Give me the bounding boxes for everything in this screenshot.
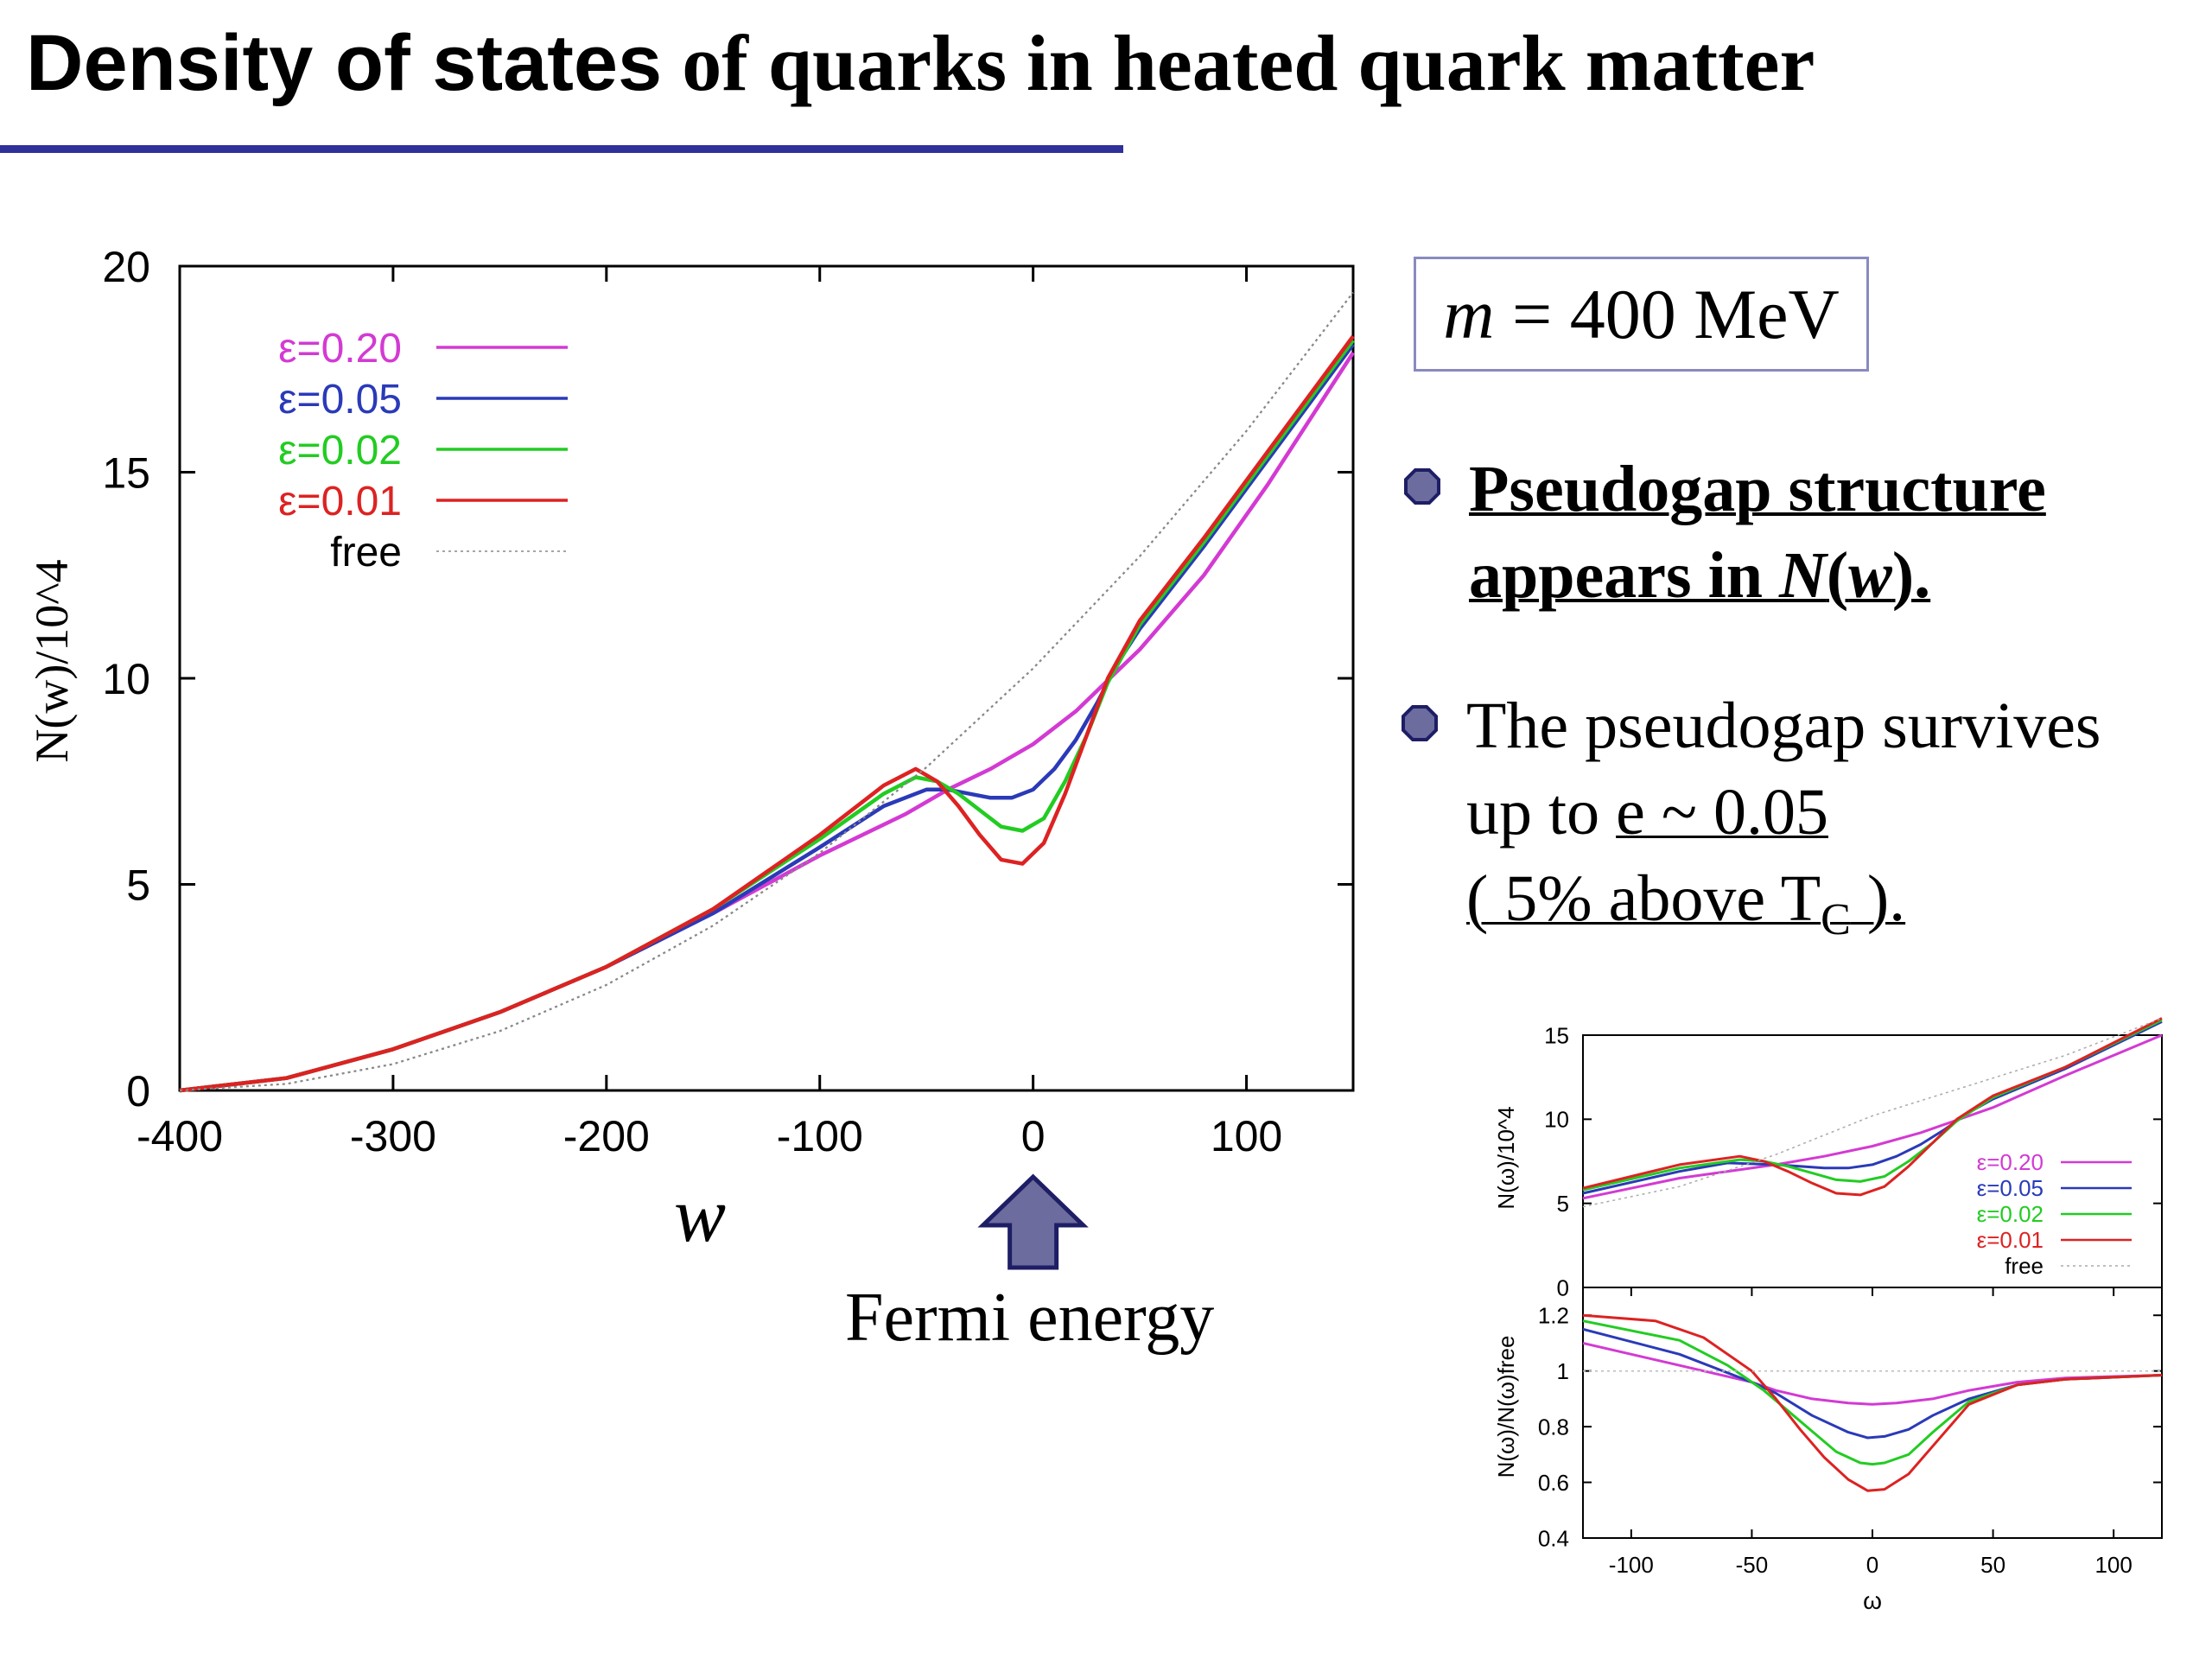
bullet2-line3-sub: C <box>1821 895 1851 945</box>
bullet2-line3-b: ). <box>1850 862 1906 935</box>
inset-bottom-y-tick-label: 0.4 <box>1538 1525 1569 1551</box>
inset-top-legend-label: ε=0.20 <box>1977 1149 2044 1175</box>
main-y-axis-label: N(w)/10^4 <box>26 559 78 762</box>
bullet1-N-symbol: N <box>1778 539 1827 612</box>
inset-top-y-tick-label: 15 <box>1544 1022 1569 1048</box>
slide-title: Density of states of quarks in heated qu… <box>26 17 1815 109</box>
bullet2-line2: up to e ~ 0.05 <box>1466 769 2101 855</box>
main-x-tick-label: -400 <box>137 1112 223 1160</box>
main-y-tick-label: 15 <box>102 449 150 498</box>
bullet1-paren-open: ( <box>1826 539 1849 612</box>
main-legend-label: ε=0.20 <box>278 326 402 372</box>
bullet1-line2: appears in N(w). <box>1469 532 2046 619</box>
inset-top-y-tick-label: 10 <box>1544 1107 1569 1133</box>
bullet1-line2-pre: appears in <box>1469 539 1779 612</box>
title-serif-part: of quarks in heated quark matter <box>662 19 1815 107</box>
main-x-tick-label: -300 <box>350 1112 436 1160</box>
inset-top-legend-label: ε=0.02 <box>1977 1201 2044 1227</box>
main-legend-label: ε=0.05 <box>278 377 402 423</box>
inset-top-series-line <box>1582 1017 2163 1197</box>
inset-x-axis-label: ω <box>1863 1587 1882 1614</box>
inset-top-series-line <box>1582 1033 2163 1200</box>
inset-bottom-series-line <box>1582 1319 2163 1466</box>
bullet-pseudogap-survives: The pseudogap survives up to e ~ 0.05 ( … <box>1402 683 2101 963</box>
inset-bottom-y-tick-label: 1 <box>1557 1358 1569 1384</box>
inset-bottom-y-tick-label: 0.8 <box>1538 1414 1569 1440</box>
inset-top-series-line <box>1582 1019 2163 1192</box>
title-underline-rule <box>0 145 1123 153</box>
bullet1-w-symbol: w <box>1848 539 1892 612</box>
inset-bottom-x-tick-label: 0 <box>1866 1552 1878 1578</box>
mass-symbol: m <box>1443 275 1495 353</box>
main-x-tick-label: -200 <box>563 1112 650 1160</box>
main-x-tick-label: 0 <box>1021 1112 1046 1160</box>
main-legend-label: ε=0.02 <box>278 428 402 474</box>
inset-top-legend-label: ε=0.01 <box>1977 1227 2044 1253</box>
inset-bottom-x-tick-label: -100 <box>1609 1552 1654 1578</box>
main-y-tick-label: 0 <box>126 1067 150 1116</box>
bullet2-line2-pre: up to <box>1466 776 1617 849</box>
inset-bottom-x-tick-label: 50 <box>1980 1552 2005 1578</box>
inset-bottom-y-tick-label: 0.6 <box>1538 1470 1569 1496</box>
fermi-energy-arrow-icon <box>977 1173 1089 1270</box>
mass-parameter-box: m = 400 MeV <box>1414 257 1869 372</box>
inset-top-legend-label: ε=0.05 <box>1977 1175 2044 1201</box>
title-sans-part: Density of states <box>26 19 663 107</box>
inset-bottom-y-tick-label: 1.2 <box>1538 1303 1569 1329</box>
main-x-tick-label: -100 <box>777 1112 863 1160</box>
bullet-pseudogap-structure: Pseudogap structure appears in N(w). <box>1404 446 2046 619</box>
main-series-line <box>179 334 1355 1093</box>
inset-top-y-tick-label: 0 <box>1557 1274 1569 1300</box>
inset-bottom-series-line <box>1582 1313 2163 1492</box>
inset-bottom-x-tick-label: 100 <box>2094 1552 2132 1578</box>
mass-value: = 400 MeV <box>1494 275 1840 353</box>
inset-bottom-y-axis-label: N(ω)/N(ω)free <box>1493 1336 1519 1478</box>
inset-bottom-x-tick-label: -50 <box>1736 1552 1769 1578</box>
main-y-tick-label: 5 <box>126 861 150 910</box>
bullet-octagon-icon <box>1404 468 1440 505</box>
main-series-line <box>179 291 1354 1092</box>
bullet1-paren-close: ). <box>1891 539 1931 612</box>
main-legend-label: free <box>330 530 402 575</box>
inset-top-y-tick-label: 5 <box>1557 1191 1569 1217</box>
main-y-tick-label: 10 <box>102 655 150 703</box>
fermi-energy-label: Fermi energy <box>845 1280 1215 1356</box>
bullet2-line3: ( 5% above TC ). <box>1466 855 2101 963</box>
bullet-octagon-icon <box>1402 705 1438 741</box>
inset-top-legend-label: free <box>2005 1253 2044 1279</box>
bullet2-line1: The pseudogap survives <box>1466 690 2101 762</box>
bullet2-epsilon-value: e ~ 0.05 <box>1616 776 1828 849</box>
inset-top-y-axis-label: N(ω)/10^4 <box>1493 1106 1519 1209</box>
bullet1-line1: Pseudogap structure <box>1469 453 2046 525</box>
main-y-tick-label: 20 <box>102 243 150 291</box>
main-legend-label: ε=0.01 <box>278 479 402 524</box>
bullet2-line3-a: ( 5% above T <box>1466 862 1821 935</box>
main-x-tick-label: 100 <box>1211 1112 1282 1160</box>
inset-bottom-series-line <box>1582 1327 2163 1440</box>
inset-top-series-line <box>1582 1017 2163 1208</box>
main-x-axis-label: w <box>674 1173 727 1258</box>
